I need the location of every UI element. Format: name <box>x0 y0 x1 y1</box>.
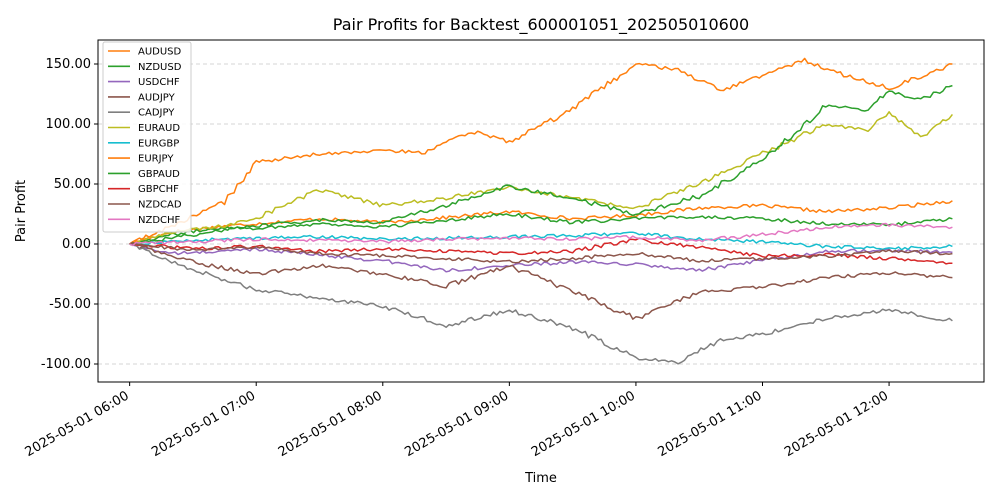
series-lines <box>129 57 953 365</box>
legend-box <box>102 41 192 233</box>
y-tick-label: 150.00 <box>46 57 92 72</box>
series-line-eurjpy <box>129 57 953 245</box>
legend-entry: EURAUD <box>138 123 180 134</box>
series-line-audjpy <box>129 243 953 320</box>
legend-entry: NZDCHF <box>138 215 181 226</box>
series-line-gbpaud <box>129 84 953 246</box>
x-tick-label: 2025-05-01 07:00 <box>149 388 258 460</box>
y-axis-label: Pair Profit <box>14 180 29 242</box>
y-tick-label: 50.00 <box>54 177 91 192</box>
x-tick-label: 2025-05-01 09:00 <box>402 388 511 460</box>
chart-title: Pair Profits for Backtest_600001051_2025… <box>333 15 749 35</box>
legend-entry: USDCHF <box>138 77 180 88</box>
legend-entry: NZDCAD <box>138 200 182 211</box>
x-tick-label: 2025-05-01 12:00 <box>782 388 891 460</box>
y-tick-label: -50.00 <box>49 297 91 312</box>
series-line-euraud <box>129 111 953 245</box>
grid-lines <box>98 63 984 365</box>
legend-entry: GBPCHF <box>138 184 179 195</box>
legend-entry: GBPAUD <box>138 169 180 180</box>
legend-entry: NZDUSD <box>138 62 182 73</box>
x-tick-label: 2025-05-01 10:00 <box>529 388 638 460</box>
legend-entry: EURJPY <box>138 154 174 165</box>
legend-entry: AUDJPY <box>138 92 176 103</box>
legend-entry: AUDUSD <box>138 47 182 58</box>
y-tick-label: -100.00 <box>41 357 91 372</box>
series-line-gbpchf <box>129 237 953 265</box>
plot-frame <box>97 39 985 383</box>
x-axis-label: Time <box>524 471 557 486</box>
x-axis-ticks: 2025-05-01 06:00 2025-05-01 07:00 2025-05-… <box>23 382 891 460</box>
x-tick-label: 2025-05-01 06:00 <box>23 388 132 460</box>
series-line-cadjpy <box>129 243 953 365</box>
legend-entry: EURGBP <box>138 138 179 149</box>
x-tick-label: 2025-05-01 08:00 <box>276 388 385 460</box>
legend-entry: CADJPY <box>138 108 175 119</box>
y-tick-label: 0.00 <box>62 237 91 252</box>
y-tick-label: 100.00 <box>46 117 92 132</box>
series-line-nzdusd <box>129 212 953 245</box>
series-line-nzdchf <box>129 222 953 247</box>
series-line-usdchf <box>129 243 953 273</box>
x-tick-label: 2025-05-01 11:00 <box>656 388 765 460</box>
y-axis-ticks: -100.00 -50.00 0.00 50.00 100.00 150.00 <box>41 57 98 372</box>
series-line-nzdcad <box>129 242 953 264</box>
legend: AUDUSD NZDUSD USDCHF AUDJPY CADJPY EURAUD EURG… <box>102 41 192 233</box>
legend-items: AUDUSD NZDUSD USDCHF AUDJPY CADJPY EURAUD EURG… <box>108 47 182 226</box>
